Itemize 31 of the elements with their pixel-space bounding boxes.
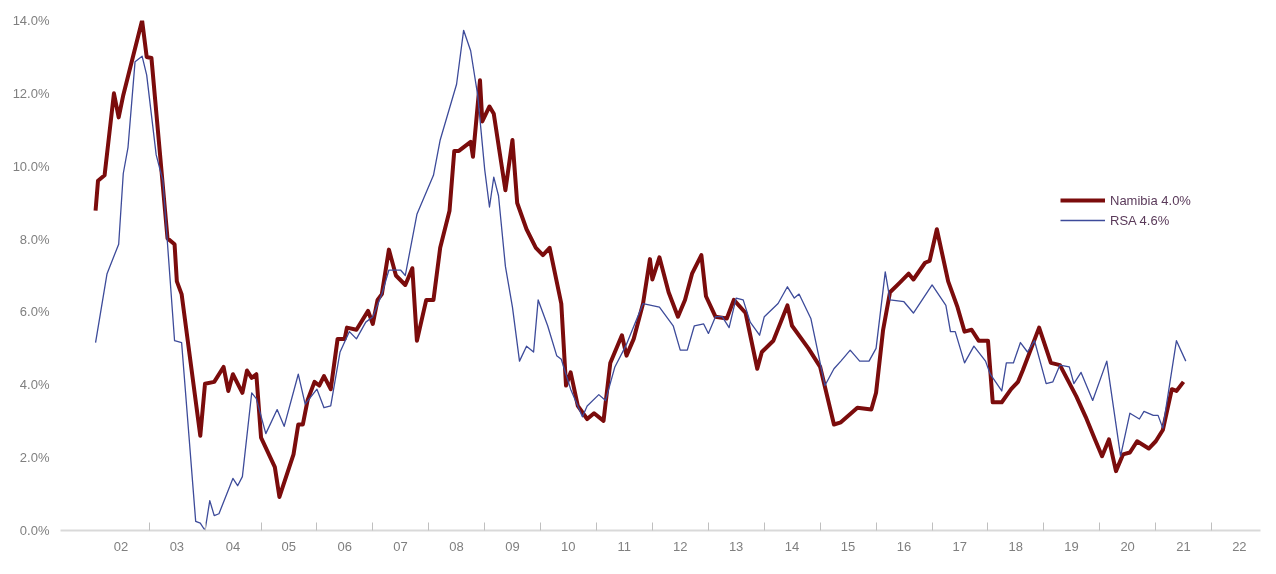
x-tick-label: 11 bbox=[617, 538, 631, 554]
y-tick-label: 6.0% bbox=[19, 304, 50, 320]
x-tick-label: 10 bbox=[561, 538, 576, 554]
x-tick-label: 14 bbox=[784, 538, 800, 554]
x-tick-label: 15 bbox=[840, 538, 856, 554]
x-tick-label: 02 bbox=[113, 538, 129, 554]
x-tick-label: 19 bbox=[1064, 538, 1079, 554]
x-tick-label: 16 bbox=[896, 538, 912, 554]
y-tick-label: 0.0% bbox=[19, 523, 50, 538]
x-tick-label: 17 bbox=[952, 538, 968, 554]
y-tick-label: 10.0% bbox=[12, 158, 50, 174]
x-tick-label: 12 bbox=[673, 538, 688, 554]
y-tick-label: 2.0% bbox=[19, 450, 50, 466]
x-tick-label: 07 bbox=[393, 538, 408, 554]
y-tick-label: 14.0% bbox=[12, 13, 50, 28]
x-tick-label: 22 bbox=[1232, 538, 1247, 554]
x-tick-label: 04 bbox=[225, 538, 241, 554]
x-tick-label: 09 bbox=[505, 538, 520, 554]
x-tick-label: 03 bbox=[169, 538, 185, 554]
y-tick-label: 12.0% bbox=[12, 85, 50, 101]
legend-label: Namibia 4.0% bbox=[1110, 192, 1191, 208]
x-tick-label: 06 bbox=[337, 538, 352, 554]
x-tick-label: 08 bbox=[449, 538, 464, 554]
y-tick-label: 4.0% bbox=[19, 377, 50, 393]
x-tick-label: 18 bbox=[1008, 538, 1023, 554]
x-tick-label: 13 bbox=[728, 538, 744, 554]
x-tick-label: 05 bbox=[281, 538, 297, 554]
x-tick-label: 20 bbox=[1120, 538, 1135, 554]
x-tick-label: 21 bbox=[1176, 538, 1191, 554]
legend-label: RSA 4.6% bbox=[1110, 212, 1170, 228]
y-tick-label: 8.0% bbox=[19, 231, 50, 247]
